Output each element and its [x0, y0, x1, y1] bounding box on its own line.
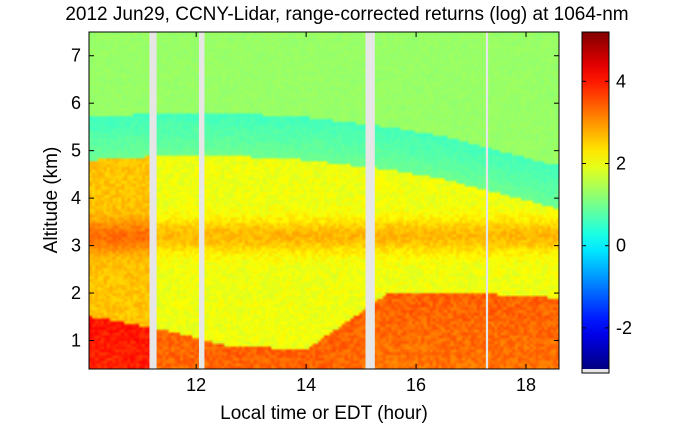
colorbar-frame	[581, 31, 610, 374]
data-gap	[485, 32, 489, 369]
y-tick-label: 6	[71, 93, 81, 113]
y-tick-label: 5	[71, 141, 81, 161]
y-axis-label: Altitude (km)	[41, 147, 62, 254]
y-tick-label: 3	[71, 236, 81, 256]
colorbar-tick-label: -2	[616, 318, 632, 338]
data-gap	[198, 32, 205, 369]
chart-title: 2012 Jun29, CCNY-Lidar, range-corrected …	[65, 4, 628, 25]
y-tick-label: 2	[71, 283, 81, 303]
colorbar-gradient	[582, 32, 609, 369]
x-tick-label: 16	[406, 375, 426, 395]
colorbar-tick-label: 0	[616, 236, 626, 256]
x-tick-label: 18	[516, 375, 536, 395]
plot-frame	[88, 31, 560, 370]
heatmap-image	[89, 32, 559, 369]
x-tick-label: 12	[186, 375, 206, 395]
heatmap-plot-area	[89, 32, 559, 369]
y-tick-label: 1	[71, 331, 81, 351]
y-tick-label: 7	[71, 46, 81, 66]
x-tick-label: 14	[296, 375, 316, 395]
colorbar-tick-label: 2	[616, 154, 626, 174]
data-gaps	[149, 32, 489, 369]
y-tick-label: 4	[71, 188, 81, 208]
colorbar: -2 0 2 4	[581, 31, 632, 374]
data-gap	[149, 32, 157, 369]
colorbar-nodata-swatch	[582, 369, 609, 373]
colorbar-tick-label: 4	[616, 71, 626, 91]
x-axis-label: Local time or EDT (hour)	[220, 403, 428, 424]
data-gap	[365, 32, 375, 369]
